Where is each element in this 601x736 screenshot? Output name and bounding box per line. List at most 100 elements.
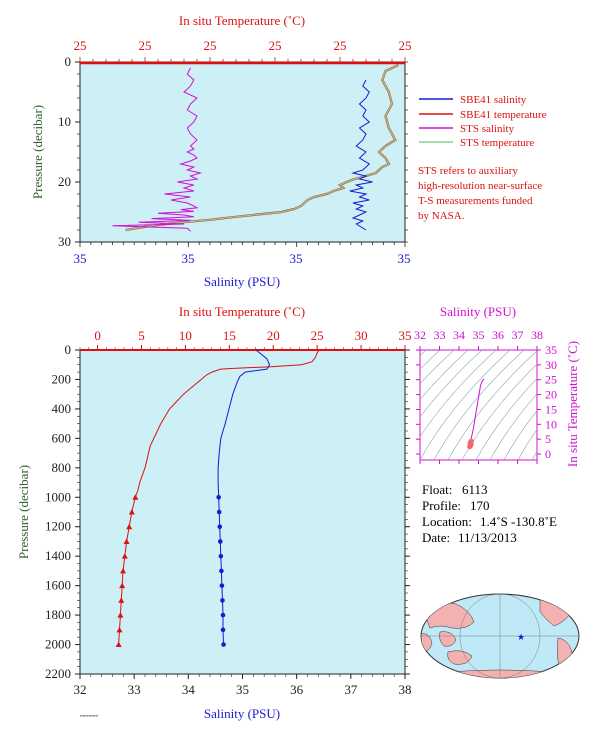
temp-tick-label: 5 (138, 328, 145, 343)
ts-temp-tick-label: 35 (545, 343, 557, 357)
density-contour (420, 350, 469, 401)
density-contour (420, 350, 511, 460)
temp-tick-label: 10 (179, 328, 192, 343)
ts-salinity-tick-label: 32 (414, 328, 426, 342)
density-contour (447, 350, 537, 460)
y-tick-label: 2000 (45, 637, 71, 652)
top-salinity-axis-title: Salinity (PSU) (204, 274, 280, 289)
y-tick-label: 400 (52, 401, 72, 416)
ts-salinity-tick-label: 33 (434, 328, 446, 342)
temperature-marker (120, 567, 127, 574)
salinity-marker (219, 583, 225, 588)
location-value: 1.4˚S -130.8˚E (480, 514, 557, 529)
temperature-marker (128, 509, 135, 515)
density-contour (517, 428, 537, 460)
profile-value: 170 (470, 498, 490, 513)
y-tick-label: 1600 (45, 578, 71, 593)
temperature-marker (116, 626, 123, 633)
density-contour (489, 393, 537, 460)
salinity-marker (221, 642, 226, 647)
land-southeast-asia (439, 631, 457, 647)
y-tick-label: 800 (52, 460, 72, 475)
density-contour (433, 350, 525, 460)
top-temp-tick-label: 25 (74, 38, 87, 53)
salinity-tick-label: 33 (128, 682, 141, 697)
legend-label: STS salinity (460, 123, 515, 135)
salinity-marker (220, 612, 226, 618)
temperature-marker (132, 494, 139, 500)
salinity-tick-label: 34 (182, 682, 196, 697)
temperature-marker (126, 523, 133, 530)
density-contour (475, 377, 537, 460)
density-contour (420, 350, 483, 418)
sts-salinity-line (112, 67, 203, 232)
top-x-ticks (79, 57, 406, 247)
temperature-marker (117, 612, 124, 618)
salinity-marker (218, 553, 224, 559)
temp-tick-label: 15 (223, 328, 236, 343)
top-temperature-axis-title: In situ Temperature (˚C) (179, 13, 305, 28)
float-location-marker-icon: ★ (517, 632, 525, 642)
bottom-temperature-axis-title: In situ Temperature (˚C) (179, 304, 305, 319)
ts-diagram: Salinity (PSU) In situ Temperature (˚C) … (414, 304, 580, 467)
note-line: T-S measurements funded (418, 195, 533, 207)
bottom-series-group (80, 349, 405, 648)
float-value: 6113 (462, 482, 488, 497)
y-tick-label: 30 (58, 234, 71, 249)
note-line: STS refers to auxiliary (418, 165, 518, 177)
top-series-group (80, 61, 405, 232)
bottom-plot-area (79, 349, 406, 675)
salinity-tick-label: 36 (290, 682, 304, 697)
salinity-tick-label: 37 (344, 682, 358, 697)
legend-label: SBE41 temperature (460, 109, 547, 121)
density-contour (420, 350, 497, 438)
salinity-marker (220, 598, 225, 603)
temperature-marker (115, 641, 122, 648)
ts-salinity-tick-label: 37 (512, 328, 524, 342)
bottom-chart: In situ Temperature (˚C) Salinity (PSU) … (16, 304, 412, 721)
salinity-marker (219, 568, 224, 574)
y-tick-label: 200 (52, 371, 72, 386)
top-pressure-axis-title: Pressure (decibar) (30, 105, 45, 199)
legend-label: SBE41 salinity (460, 94, 527, 106)
sts-temperature-line (125, 64, 399, 231)
y-tick-label: 1400 (45, 548, 71, 563)
top-temp-tick-label: 25 (269, 38, 282, 53)
top-y-axis: 0 10 20 30 (58, 54, 408, 249)
density-contour (503, 410, 537, 460)
map-graticule (421, 593, 579, 679)
top-temp-tick-label: 25 (399, 38, 412, 53)
land-australia (447, 650, 473, 665)
top-temp-tick-label: 25 (139, 38, 152, 53)
top-legend: SBE41 salinity SBE41 temperature STS sal… (419, 94, 547, 149)
salinity-tick-label: 38 (399, 682, 412, 697)
ts-temp-tick-label: 30 (545, 358, 557, 372)
ts-temp-tick-label: 5 (545, 432, 551, 446)
density-contour (420, 350, 455, 385)
ts-series-group (467, 378, 485, 450)
bottom-pressure-axis-title: Pressure (decibar) (16, 465, 31, 559)
ts-temp-tick-label: 20 (545, 388, 557, 402)
ts-temp-tick-label: 0 (545, 447, 551, 461)
salinity-marker (220, 627, 226, 633)
top-salinity-tick-label: 35 (398, 251, 411, 266)
salinity-marker (216, 509, 222, 515)
ts-salinity-tick-label: 38 (531, 328, 543, 342)
temperature-marker (123, 538, 130, 544)
salinity-tick-label: 35 (236, 682, 249, 697)
temp-tick-label: 35 (399, 328, 412, 343)
tiny-footer-mark: ▪▪▪▪▪▪▪▪▪▪▪▪▪ (80, 713, 99, 718)
top-salinity-tick-label: 35 (74, 251, 87, 266)
y-tick-label: 2200 (45, 666, 71, 681)
y-tick-label: 0 (65, 342, 72, 357)
y-tick-label: 600 (52, 430, 72, 445)
y-tick-label: 20 (58, 174, 71, 189)
ts-salinity-axis-title: Salinity (PSU) (440, 304, 516, 319)
temperature-marker (121, 553, 128, 559)
ts-salinity-tick-label: 34 (453, 328, 465, 342)
note-line: high-resolution near-surface (418, 180, 542, 192)
ts-deep-point (467, 441, 474, 448)
float-label: Float: (422, 482, 452, 497)
world-map: ★ (420, 593, 580, 679)
